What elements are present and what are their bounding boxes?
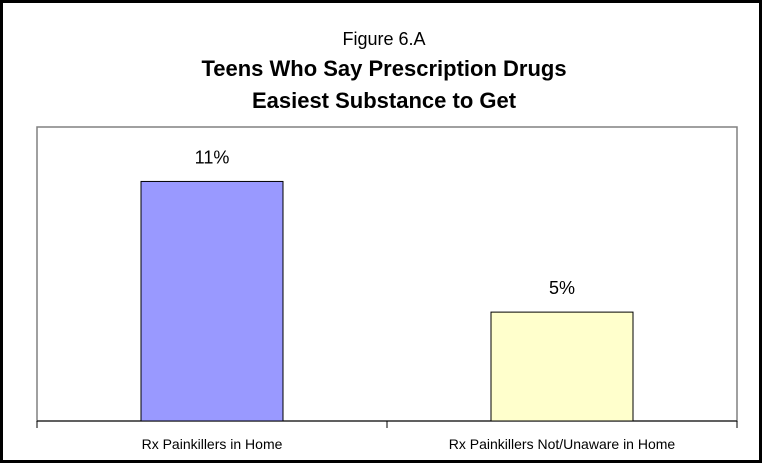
- chart-title: Teens Who Say Prescription Drugs Easiest…: [3, 53, 762, 117]
- bar: [140, 180, 284, 422]
- bar-chart: 11% Rx Painkillers in Home 5% Rx Painkiller…: [36, 126, 738, 452]
- data-label: 5%: [549, 278, 575, 298]
- figure-label: Figure 6.A: [342, 29, 426, 49]
- data-label: 11%: [195, 147, 230, 167]
- x-tick-label: Rx Painkillers in Home: [142, 436, 283, 452]
- bar: [490, 311, 634, 422]
- chart-title-line-2: Easiest Substance to Get: [251, 88, 517, 113]
- chart-title-line-1: Teens Who Say Prescription Drugs: [201, 56, 567, 81]
- x-tick-label: Rx Painkillers Not/Unaware in Home: [449, 436, 676, 452]
